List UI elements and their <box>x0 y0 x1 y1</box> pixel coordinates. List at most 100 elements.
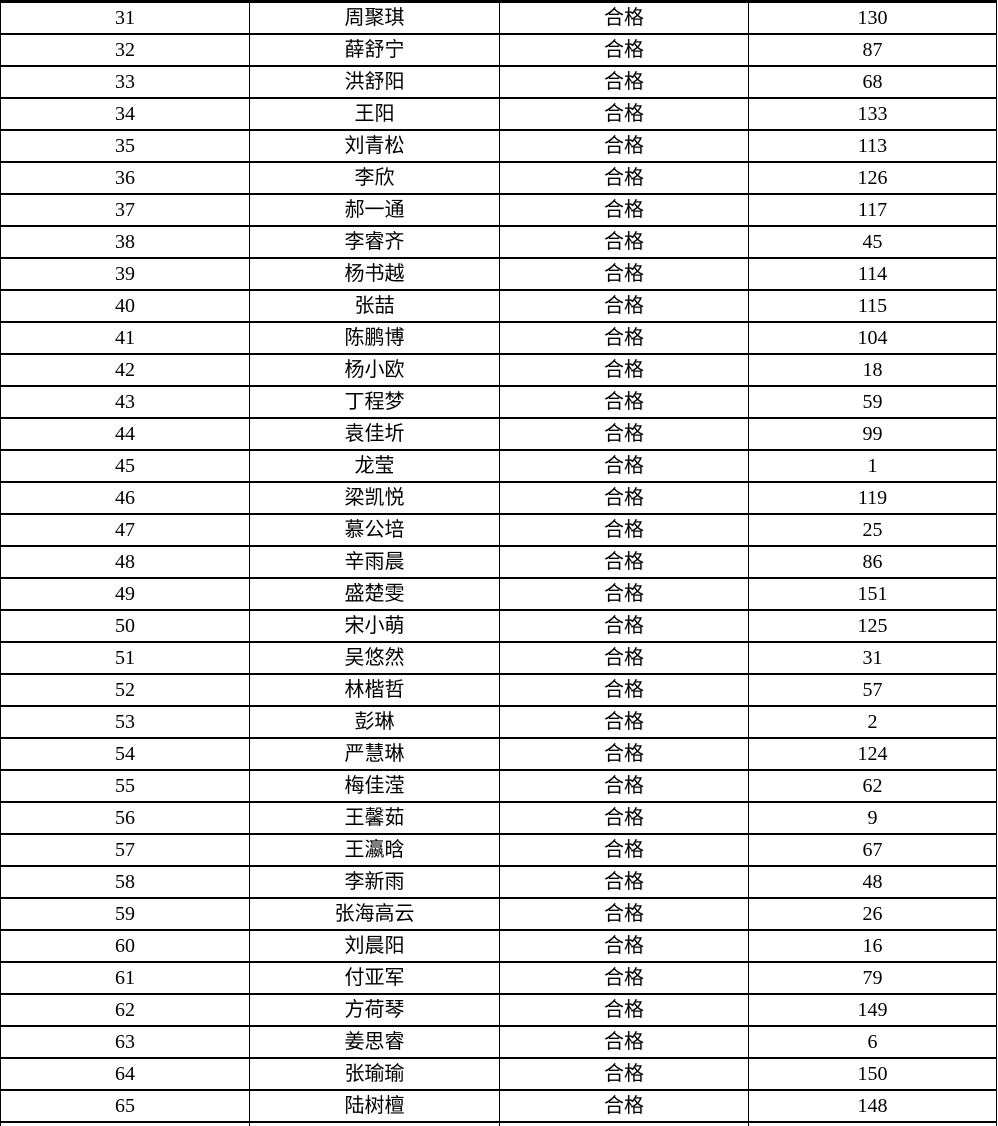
cell-serial-number[interactable]: 33 <box>0 67 250 97</box>
cell-score-number[interactable]: 59 <box>749 387 997 417</box>
cell-score-number[interactable]: 16 <box>749 931 997 961</box>
cell-student-name[interactable]: 李欣 <box>250 163 500 193</box>
cell-qualification-status[interactable]: 合格 <box>500 1027 749 1057</box>
cell-qualification-status[interactable]: 合格 <box>500 323 749 353</box>
cell-qualification-status[interactable]: 合格 <box>500 163 749 193</box>
cell-student-name[interactable]: 周聚琪 <box>250 3 500 33</box>
cell-student-name[interactable]: 宋小萌 <box>250 611 500 641</box>
cell-serial-number[interactable]: 55 <box>0 771 250 801</box>
cell-qualification-status[interactable]: 合格 <box>500 483 749 513</box>
cell-student-name[interactable]: 方荷琴 <box>250 995 500 1025</box>
cell-serial-number[interactable]: 57 <box>0 835 250 865</box>
cell-student-name[interactable]: 彭琳 <box>250 707 500 737</box>
cell-serial-number[interactable]: 39 <box>0 259 250 289</box>
cell-serial-number[interactable]: 45 <box>0 451 250 481</box>
cell-student-name[interactable]: 林楷哲 <box>250 675 500 705</box>
cell-score-number[interactable]: 31 <box>749 643 997 673</box>
cell-score-number[interactable]: 67 <box>749 835 997 865</box>
cell-score-number[interactable]: 68 <box>749 67 997 97</box>
cell-student-name[interactable]: 张喆 <box>250 291 500 321</box>
cell-serial-number[interactable]: 46 <box>0 483 250 513</box>
cell-qualification-status[interactable]: 合格 <box>500 355 749 385</box>
cell-student-name[interactable]: 刘晨阳 <box>250 931 500 961</box>
cell-qualification-status[interactable]: 合格 <box>500 579 749 609</box>
cell-student-name[interactable]: 李睿齐 <box>250 227 500 257</box>
cell-score-number[interactable]: 124 <box>749 739 997 769</box>
cell-qualification-status[interactable]: 合格 <box>500 451 749 481</box>
cell-serial-number[interactable]: 54 <box>0 739 250 769</box>
cell-serial-number[interactable]: 42 <box>0 355 250 385</box>
cell-score-number[interactable]: 115 <box>749 291 997 321</box>
cell-student-name[interactable]: 杨小欧 <box>250 355 500 385</box>
cell-serial-number[interactable]: 61 <box>0 963 250 993</box>
cell-score-number[interactable]: 151 <box>749 579 997 609</box>
cell-student-name[interactable]: 陈鹏博 <box>250 323 500 353</box>
cell-score-number[interactable]: 119 <box>749 483 997 513</box>
cell-qualification-status[interactable]: 合格 <box>500 707 749 737</box>
cell-score-number[interactable]: 114 <box>749 259 997 289</box>
cell-student-name[interactable]: 梅佳滢 <box>250 771 500 801</box>
cell-qualification-status[interactable]: 合格 <box>500 291 749 321</box>
cell-qualification-status[interactable]: 合格 <box>500 227 749 257</box>
cell-qualification-status[interactable]: 合格 <box>500 611 749 641</box>
cell-serial-number[interactable]: 65 <box>0 1091 250 1121</box>
cell-qualification-status[interactable]: 合格 <box>500 643 749 673</box>
cell-qualification-status[interactable]: 合格 <box>500 547 749 577</box>
cell-student-name[interactable]: 王馨茹 <box>250 803 500 833</box>
cell-serial-number[interactable]: 36 <box>0 163 250 193</box>
cell-serial-number[interactable]: 40 <box>0 291 250 321</box>
cell-serial-number[interactable]: 63 <box>0 1027 250 1057</box>
cell-score-number[interactable]: 87 <box>749 35 997 65</box>
cell-serial-number[interactable]: 37 <box>0 195 250 225</box>
cell-student-name[interactable]: 梁凯悦 <box>250 483 500 513</box>
cell-score-number[interactable]: 130 <box>749 3 997 33</box>
cell-student-name[interactable]: 李新雨 <box>250 867 500 897</box>
cell-score-number[interactable]: 150 <box>749 1059 997 1089</box>
cell-qualification-status[interactable]: 合格 <box>500 99 749 129</box>
cell-qualification-status[interactable]: 合格 <box>500 195 749 225</box>
cell-student-name[interactable]: 龙莹 <box>250 451 500 481</box>
cell-student-name[interactable]: 洪舒阳 <box>250 67 500 97</box>
cell-score-number[interactable]: 26 <box>749 899 997 929</box>
cell-score-number[interactable]: 117 <box>749 195 997 225</box>
cell-student-name[interactable]: 辛雨晨 <box>250 547 500 577</box>
cell-serial-number[interactable]: 44 <box>0 419 250 449</box>
cell-score-number[interactable]: 133 <box>749 99 997 129</box>
cell-score-number[interactable]: 62 <box>749 771 997 801</box>
cell-student-name[interactable]: 张海高云 <box>250 899 500 929</box>
cell-qualification-status[interactable]: 合格 <box>500 419 749 449</box>
cell-serial-number[interactable]: 51 <box>0 643 250 673</box>
cell-score-number[interactable]: 25 <box>749 515 997 545</box>
cell-serial-number[interactable]: 47 <box>0 515 250 545</box>
cell-qualification-status[interactable]: 合格 <box>500 931 749 961</box>
cell-score-number[interactable]: 2 <box>749 707 997 737</box>
cell-qualification-status[interactable]: 合格 <box>500 867 749 897</box>
cell-score-number[interactable]: 149 <box>749 995 997 1025</box>
cell-serial-number[interactable]: 60 <box>0 931 250 961</box>
cell-student-name[interactable]: 吴悠然 <box>250 643 500 673</box>
cell-serial-number[interactable]: 52 <box>0 675 250 705</box>
cell-score-number[interactable]: 45 <box>749 227 997 257</box>
cell-student-name[interactable]: 袁佳圻 <box>250 419 500 449</box>
cell-qualification-status[interactable]: 合格 <box>500 739 749 769</box>
cell-serial-number[interactable]: 53 <box>0 707 250 737</box>
cell-qualification-status[interactable]: 合格 <box>500 3 749 33</box>
cell-qualification-status[interactable]: 合格 <box>500 35 749 65</box>
cell-student-name[interactable]: 刘青松 <box>250 131 500 161</box>
cell-student-name[interactable]: 杨书越 <box>250 259 500 289</box>
cell-qualification-status[interactable]: 合格 <box>500 675 749 705</box>
cell-student-name[interactable]: 王阳 <box>250 99 500 129</box>
cell-serial-number[interactable]: 58 <box>0 867 250 897</box>
cell-score-number[interactable]: 57 <box>749 675 997 705</box>
cell-score-number[interactable]: 79 <box>749 963 997 993</box>
cell-student-name[interactable]: 郝一通 <box>250 195 500 225</box>
cell-qualification-status[interactable]: 合格 <box>500 899 749 929</box>
cell-serial-number[interactable]: 62 <box>0 995 250 1025</box>
cell-qualification-status[interactable]: 合格 <box>500 803 749 833</box>
cell-qualification-status[interactable]: 合格 <box>500 1091 749 1121</box>
cell-score-number[interactable]: 148 <box>749 1091 997 1121</box>
cell-student-name[interactable]: 姜思睿 <box>250 1027 500 1057</box>
cell-student-name[interactable]: 盛楚雯 <box>250 579 500 609</box>
cell-serial-number[interactable]: 38 <box>0 227 250 257</box>
cell-qualification-status[interactable]: 合格 <box>500 995 749 1025</box>
